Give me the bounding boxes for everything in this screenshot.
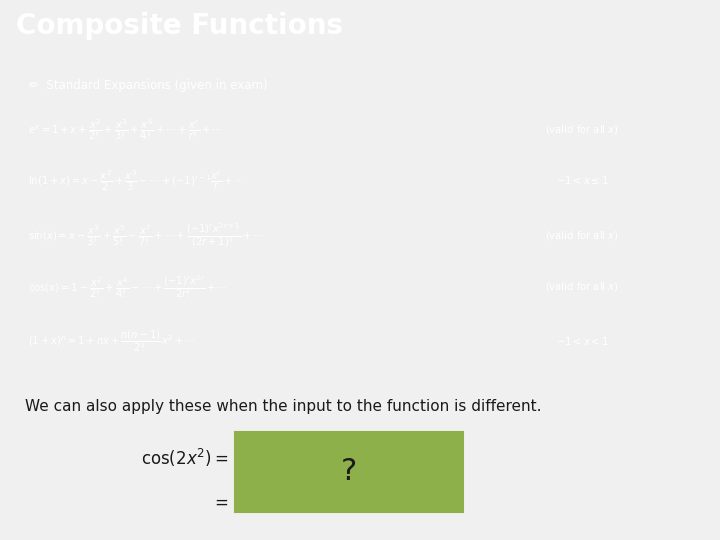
Text: $\sin(x) = x - \dfrac{x^3}{3!} + \dfrac{x^5}{5!} - \dfrac{x^7}{7!} + \cdots + \d: $\sin(x) = x - \dfrac{x^3}{3!} + \dfrac{…: [27, 221, 264, 249]
Text: $\cos(x) = 1 - \dfrac{x^2}{2!} + \dfrac{x^4}{4!} - \cdots + \dfrac{(-1)^r x^{2r}: $\cos(x) = 1 - \dfrac{x^2}{2!} + \dfrac{…: [27, 273, 228, 300]
Text: $\cos(2x^2) =$: $\cos(2x^2) =$: [140, 447, 228, 469]
Text: $=$: $=$: [211, 493, 228, 511]
Text: We can also apply these when the input to the function is different.: We can also apply these when the input t…: [24, 399, 541, 414]
Bar: [235, 432, 463, 512]
Text: (valid for all $x$): (valid for all $x$): [545, 280, 618, 293]
Text: ?: ?: [341, 457, 357, 487]
Text: ✏  Standard Expansions (given in exam): ✏ Standard Expansions (given in exam): [30, 79, 268, 92]
Text: (valid for all $x$): (valid for all $x$): [545, 228, 618, 241]
Text: $-1 < x < 1$: $-1 < x < 1$: [556, 335, 608, 347]
Text: $(1+x)^n = 1 + nx + \dfrac{n(n-1)}{2!}x^2 + \cdots$: $(1+x)^n = 1 + nx + \dfrac{n(n-1)}{2!}x^…: [27, 328, 195, 354]
Text: $\ln(1+x) = x - \dfrac{x^2}{2} + \dfrac{x^3}{3} - \cdots + (-1)^{r-1}\dfrac{x^r}: $\ln(1+x) = x - \dfrac{x^2}{2} + \dfrac{…: [27, 168, 244, 193]
Text: $e^x = 1 + x + \dfrac{x^2}{2!} + \dfrac{x^3}{3!} + \dfrac{x^4}{4!} + \cdots + \d: $e^x = 1 + x + \dfrac{x^2}{2!} + \dfrac{…: [27, 117, 222, 141]
Text: Composite Functions: Composite Functions: [16, 12, 343, 40]
Text: (valid for all $x$): (valid for all $x$): [545, 123, 618, 136]
Text: $-1 < x \leq 1$: $-1 < x \leq 1$: [556, 174, 608, 186]
